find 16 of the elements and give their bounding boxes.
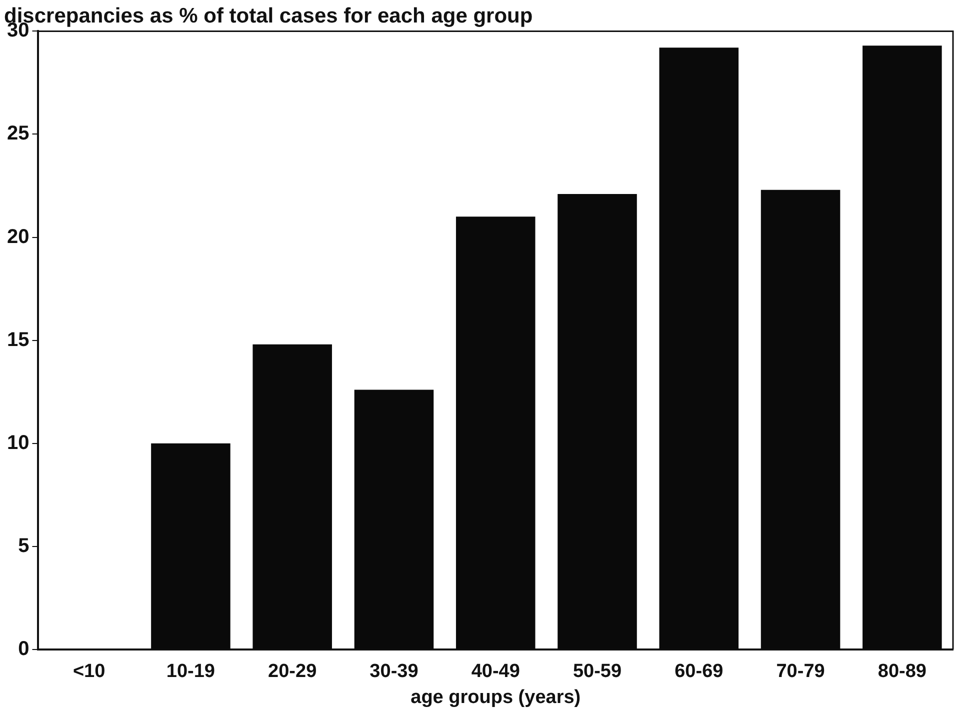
x-axis-title: age groups (years) bbox=[410, 686, 581, 708]
x-tick-label: 10-19 bbox=[166, 661, 216, 682]
x-tick-label: 50-59 bbox=[572, 661, 622, 682]
y-tick-label: 10 bbox=[6, 432, 30, 454]
y-tick-label: 0 bbox=[18, 638, 30, 660]
x-tick-label: 70-79 bbox=[776, 661, 825, 682]
x-tick-label: 30-39 bbox=[370, 661, 418, 682]
x-tick-label: <10 bbox=[72, 661, 106, 682]
x-tick-label: 80-89 bbox=[878, 661, 926, 682]
y-tick-label: 25 bbox=[6, 122, 30, 145]
x-tick-label: 60-69 bbox=[674, 661, 724, 682]
x-tick-label: 20-29 bbox=[268, 661, 317, 682]
y-tick-label: 5 bbox=[18, 534, 30, 557]
x-tick-label: 40-49 bbox=[471, 661, 520, 682]
y-tick-label: 20 bbox=[6, 226, 30, 248]
y-tick-label: 15 bbox=[6, 328, 30, 351]
